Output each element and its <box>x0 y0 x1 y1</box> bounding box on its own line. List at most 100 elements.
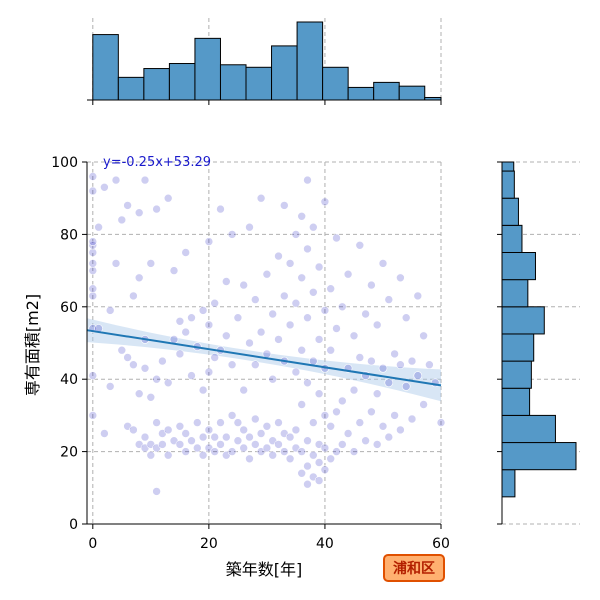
scatter-point <box>88 284 98 294</box>
x-axis-title: 築年数[年] <box>226 560 303 579</box>
scatter-point <box>355 353 365 362</box>
scatter-point <box>413 371 423 380</box>
top-histogram-bar <box>143 68 170 101</box>
scatter-point <box>198 432 208 442</box>
scatter-point <box>279 291 289 301</box>
scatter-point <box>372 440 382 449</box>
scatter-point <box>361 309 370 319</box>
scatter-point <box>297 447 307 456</box>
scatter-point <box>320 411 330 420</box>
scatter-point <box>303 313 312 323</box>
scatter-point <box>291 298 301 308</box>
scatter-point <box>268 450 278 460</box>
right-histogram <box>497 161 580 525</box>
scatter-point <box>251 295 260 304</box>
scatter-point <box>163 378 173 388</box>
scatter-point <box>227 230 237 239</box>
top-histogram-ticks <box>92 100 442 105</box>
scatter-point <box>378 363 388 373</box>
scatter-point <box>332 447 341 456</box>
right-histogram-bar <box>501 333 535 362</box>
top-histogram-bar <box>194 37 221 101</box>
scatter-point <box>419 331 428 341</box>
scatter-point <box>245 222 254 232</box>
scatter-point <box>204 425 214 435</box>
x-tick-label: 20 <box>200 536 218 552</box>
scatter-point <box>384 432 394 442</box>
scatter-point <box>401 382 411 391</box>
top-histogram-bar <box>92 34 119 101</box>
scatter-point <box>349 385 359 395</box>
scatter-point <box>88 266 98 275</box>
main-grid <box>87 161 442 525</box>
scatter-point <box>384 378 394 388</box>
scatter-point <box>222 331 231 341</box>
scatter-point <box>320 443 330 453</box>
scatter-point <box>396 425 405 435</box>
y-tick-label: 60 <box>60 300 78 316</box>
scatter-point <box>308 356 318 366</box>
right-histogram-bar <box>501 279 529 308</box>
scatter-point <box>140 363 150 373</box>
top-histogram <box>87 18 442 105</box>
top-histogram-bar <box>322 66 349 101</box>
scatter-point <box>152 418 161 427</box>
scatter-point <box>262 443 272 453</box>
scatter-point <box>233 313 243 323</box>
scatter-point <box>314 476 324 485</box>
scatter-point <box>384 295 394 304</box>
scatter-point <box>88 237 98 246</box>
y-tick-label: 100 <box>51 155 78 171</box>
scatter-point <box>274 418 283 427</box>
right-histogram-bar <box>501 442 577 471</box>
scatter-point <box>100 429 109 438</box>
right-histogram-bar <box>501 387 531 416</box>
scatter-point <box>372 389 382 399</box>
scatter-point <box>198 306 208 315</box>
scatter-point <box>291 230 301 239</box>
scatter-point <box>134 273 144 283</box>
scatter-point <box>361 436 370 446</box>
scatter-point <box>349 331 359 341</box>
scatter-point <box>367 356 376 366</box>
scatter-point <box>88 259 98 268</box>
scatter-point <box>343 269 353 279</box>
scatter-point <box>355 418 365 427</box>
scatter-point <box>303 378 312 388</box>
scatter-point <box>274 335 283 344</box>
scatter-point <box>314 458 324 467</box>
scatter-point <box>256 429 266 438</box>
scatter-point <box>256 327 266 337</box>
scatter-point <box>146 450 156 460</box>
y-tick-label: 0 <box>69 517 78 533</box>
right-histogram-bar <box>501 360 532 389</box>
x-tick-label: 40 <box>316 536 334 552</box>
right-histogram-bar <box>501 224 523 254</box>
scatter-point <box>181 327 190 337</box>
scatter-point <box>314 335 324 344</box>
scatter-point <box>239 280 248 290</box>
scatter-point <box>146 392 156 402</box>
scatter-point <box>320 306 330 315</box>
right-histogram-bar <box>501 414 556 444</box>
scatter-point <box>279 201 289 210</box>
scatter-point <box>297 468 307 478</box>
right-histogram-bar <box>501 469 516 498</box>
right-histogram-bars <box>501 161 577 498</box>
scatter-point <box>297 345 307 355</box>
y-axis-ticks: 0 20 40 60 80 100 <box>51 155 87 533</box>
scatter-point <box>193 418 202 427</box>
scatter-point <box>210 353 219 362</box>
scatter-point <box>204 320 214 330</box>
scatter-points <box>88 172 446 496</box>
scatter-point <box>308 222 318 232</box>
scatter-point <box>181 429 190 438</box>
scatter-point <box>222 277 231 286</box>
scatter-point <box>88 172 98 181</box>
x-axis-ticks: 0 20 40 60 <box>88 524 450 552</box>
scatter-point <box>239 443 248 453</box>
scatter-point <box>216 204 225 214</box>
top-histogram-bar <box>347 86 375 101</box>
top-histogram-bar <box>117 76 145 101</box>
